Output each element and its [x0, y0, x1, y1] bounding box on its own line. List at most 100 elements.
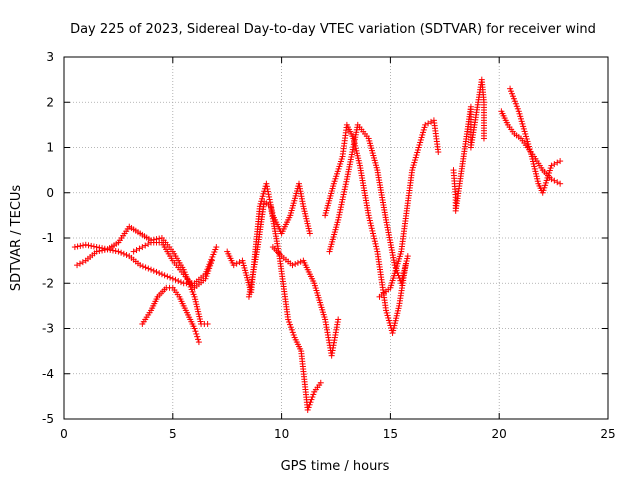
data-point: [336, 211, 343, 218]
data-point: [71, 244, 78, 251]
data-point: [192, 328, 199, 335]
data-point: [366, 214, 373, 221]
data-point: [292, 261, 299, 268]
data-point: [93, 248, 100, 255]
data-point: [213, 244, 220, 251]
data-point: [384, 312, 391, 319]
data-point: [88, 242, 95, 249]
data-point: [297, 258, 304, 265]
x-tick-label: 5: [169, 427, 177, 441]
data-point: [551, 161, 558, 168]
data-point: [523, 133, 530, 140]
data-point: [85, 242, 92, 249]
data-point: [525, 143, 532, 150]
data-point: [191, 325, 198, 332]
data-point: [421, 124, 428, 131]
data-point: [409, 164, 416, 171]
data-point: [517, 115, 524, 122]
data-point: [368, 222, 375, 229]
data-point: [516, 110, 523, 117]
x-tick-label: 15: [383, 427, 398, 441]
grid-layer: [64, 57, 608, 419]
data-point: [525, 140, 532, 147]
data-point: [412, 157, 419, 164]
data-point: [414, 147, 421, 154]
data-point: [371, 238, 378, 245]
data-point: [208, 257, 215, 264]
data-point: [557, 180, 564, 187]
data-point: [513, 103, 520, 110]
y-tick-label: -5: [42, 412, 54, 426]
data-point: [527, 148, 534, 155]
data-point: [256, 203, 263, 210]
data-point: [342, 183, 349, 190]
y-tick-label: 3: [46, 50, 54, 64]
data-point: [263, 183, 270, 190]
data-point: [259, 195, 266, 202]
data-point: [335, 216, 342, 223]
data-point: [107, 246, 114, 253]
data-point: [368, 225, 375, 232]
data-point: [90, 243, 97, 250]
y-tick-label: -3: [42, 322, 54, 336]
data-point: [130, 248, 137, 255]
data-point: [203, 273, 210, 280]
data-point: [386, 319, 393, 326]
data-point: [507, 85, 514, 92]
data-point: [158, 271, 165, 278]
data-point: [257, 200, 264, 207]
data-point: [425, 120, 432, 127]
data-point: [518, 118, 525, 125]
data-point: [317, 379, 324, 386]
y-tick-label: -2: [42, 276, 54, 290]
data-point: [435, 149, 442, 156]
data-point: [74, 262, 81, 269]
x-tick-label: 10: [274, 427, 289, 441]
data-point: [139, 244, 146, 251]
data-point: [101, 246, 108, 253]
data-point: [206, 265, 213, 272]
data-point: [415, 144, 422, 151]
data-point: [373, 245, 380, 252]
data-point: [136, 245, 143, 252]
data-point: [207, 262, 214, 269]
data-point: [204, 270, 211, 277]
data-point: [109, 247, 116, 254]
data-point: [80, 242, 87, 249]
data-point: [341, 186, 348, 193]
data-point: [428, 118, 435, 125]
data-point: [177, 279, 184, 286]
data-point: [156, 270, 163, 277]
data-point: [526, 146, 533, 153]
data-point: [511, 98, 518, 105]
data-point: [519, 120, 526, 127]
data-point: [258, 198, 265, 205]
data-point: [367, 220, 374, 227]
data-point: [288, 326, 295, 333]
data-point: [365, 212, 372, 219]
data-point: [236, 259, 243, 266]
data-point: [307, 399, 314, 406]
data-point: [420, 126, 427, 133]
data-point: [338, 199, 345, 206]
data-point: [285, 316, 292, 323]
data-point: [310, 391, 317, 398]
data-point: [265, 191, 272, 198]
data-point: [383, 309, 390, 316]
data-point: [373, 243, 380, 250]
data-point: [123, 251, 130, 258]
data-point: [369, 227, 376, 234]
data-point: [290, 331, 297, 338]
data-point: [410, 162, 417, 169]
data-point: [202, 275, 209, 282]
data-point: [417, 139, 424, 146]
data-point: [99, 247, 106, 254]
data-point: [306, 230, 313, 237]
data-point: [289, 262, 296, 269]
data-point: [369, 230, 376, 237]
data-point: [524, 138, 531, 145]
data-point: [557, 158, 564, 165]
data-point: [82, 241, 89, 248]
data-point: [528, 151, 535, 158]
data-point: [195, 336, 202, 343]
